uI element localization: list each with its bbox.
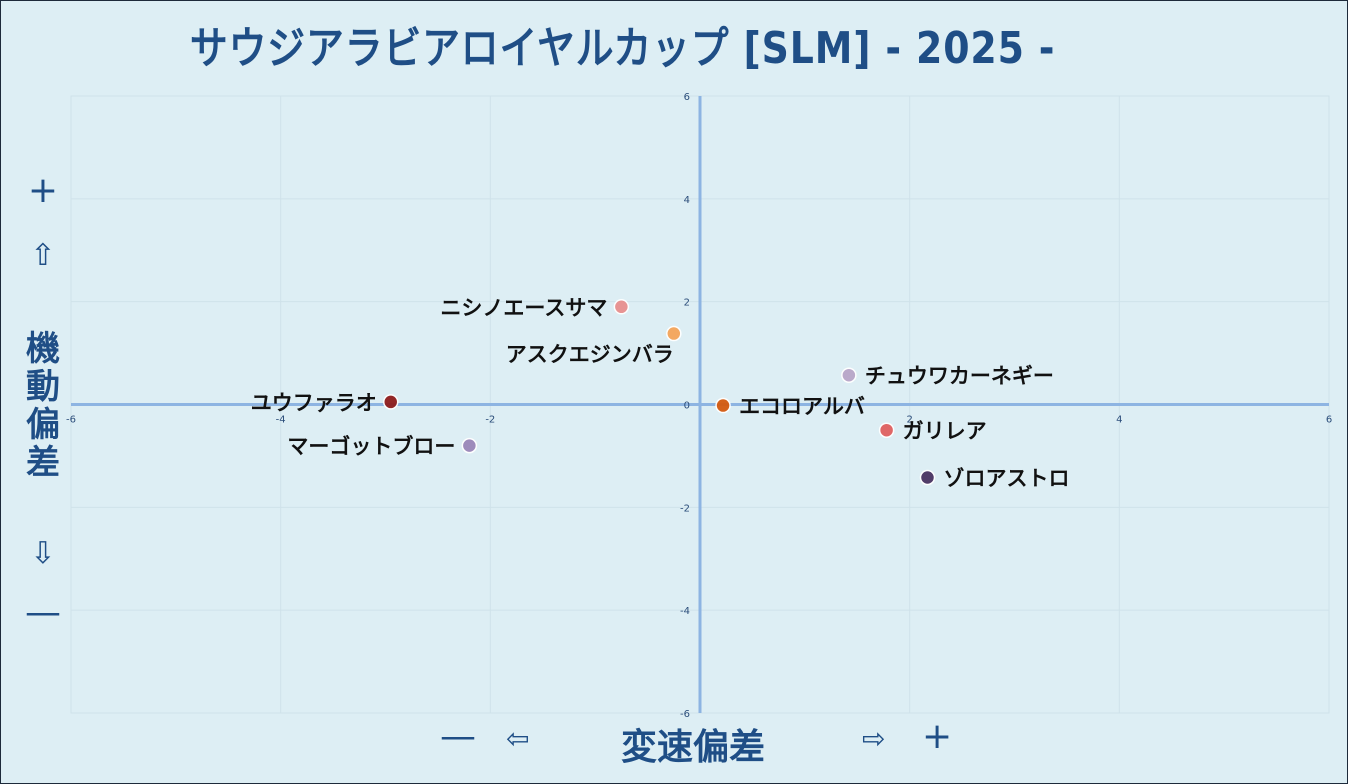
data-point xyxy=(919,469,936,486)
x-tick-label: -6 xyxy=(66,415,76,426)
y-minus-sign: — xyxy=(25,592,61,633)
x-tick-label: -2 xyxy=(485,415,495,426)
right-arrow-icon: ⇨ xyxy=(862,722,886,755)
data-point xyxy=(715,397,731,414)
point-label: マーゴットブロー xyxy=(287,435,455,459)
left-arrow-icon: ⇦ xyxy=(506,722,530,755)
y-plus-sign: + xyxy=(27,170,59,211)
data-point xyxy=(613,299,630,315)
chart-title: サウジアラビアロイヤルカップ [SLM] - 2025 - xyxy=(189,23,1056,74)
data-point xyxy=(666,325,682,342)
y-tick-label: -4 xyxy=(680,606,690,617)
x-axis-label: 変速偏差 xyxy=(621,727,766,768)
y-tick-label: 2 xyxy=(684,298,690,309)
point-label: アスクエジンバラ xyxy=(506,343,674,367)
x-minus-sign: — xyxy=(440,716,476,757)
y-tick-label: -2 xyxy=(680,503,690,514)
y-tick-label: -6 xyxy=(680,709,690,720)
point-label: ユウファラオ xyxy=(251,391,377,415)
point-label: ニシノエースサマ xyxy=(440,296,607,320)
down-arrow-icon: ⇩ xyxy=(30,536,56,571)
x-tick-label: 2 xyxy=(906,415,912,426)
data-point xyxy=(878,422,895,438)
y-axis-label-char-4: 差 xyxy=(26,443,60,483)
y-axis-label-char-2: 動 xyxy=(26,367,60,407)
point-label: チュウワカーネギー xyxy=(865,364,1054,388)
y-tick-label: 4 xyxy=(684,195,690,206)
up-arrow-icon: ⇧ xyxy=(30,238,56,273)
point-label: エコロアルバ xyxy=(739,395,865,419)
x-tick-label: 4 xyxy=(1116,415,1122,426)
y-axis-label-char-1: 機 xyxy=(26,329,60,369)
data-point xyxy=(841,367,857,383)
x-plus-sign: + xyxy=(922,716,953,757)
y-axis-label-char-3: 偏 xyxy=(26,405,60,445)
y-tick-label: 6 xyxy=(684,92,690,103)
point-label: ガリレア xyxy=(903,419,987,443)
x-tick-label: -4 xyxy=(276,415,286,426)
point-label: ゾロアストロ xyxy=(943,467,1069,491)
data-point xyxy=(382,394,399,410)
y-tick-label: 0 xyxy=(684,401,690,412)
data-point xyxy=(461,437,478,454)
x-tick-label: 6 xyxy=(1326,415,1332,426)
